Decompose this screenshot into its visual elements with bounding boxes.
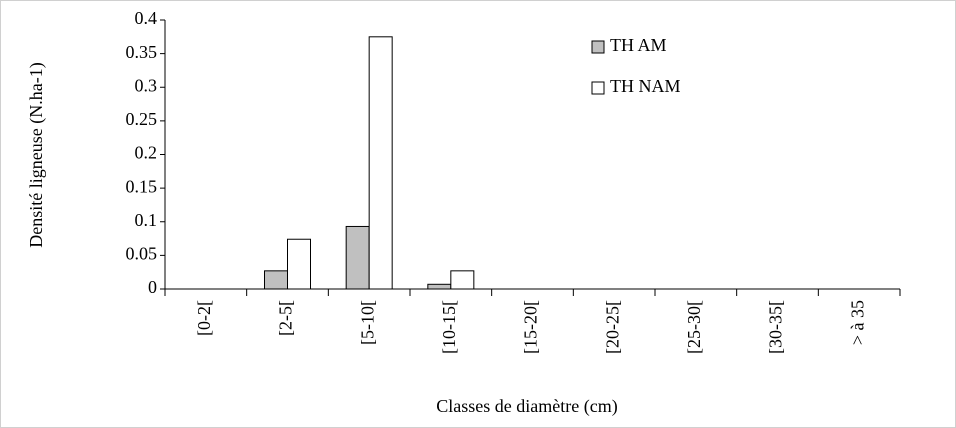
y-tick-label: 0.05 (126, 244, 158, 264)
bar (427, 283, 452, 290)
x-tick-label: [30-35[ (766, 300, 786, 354)
y-tick-label: 0.35 (126, 42, 158, 62)
y-tick-label: 0 (148, 277, 157, 297)
bar (264, 270, 288, 290)
y-tick-label: 0.2 (135, 143, 158, 163)
x-tick-label: [10-15[ (439, 300, 459, 354)
x-tick-label: [20-25[ (602, 300, 622, 354)
bar (450, 270, 475, 290)
legend-label: TH AM (610, 35, 667, 55)
bar (345, 225, 370, 290)
x-tick-label: [25-30[ (684, 300, 704, 354)
x-tick-label: [2-5[ (276, 300, 296, 336)
y-tick-label: 0.3 (135, 75, 158, 95)
bar (287, 238, 311, 290)
x-tick-label: [0-2[ (194, 300, 214, 336)
legend-label: TH NAM (610, 76, 681, 96)
y-tick-label: 0.1 (135, 210, 158, 230)
y-axis-label: Densité ligneuse (N.ha-1) (26, 62, 47, 247)
y-tick-label: 0.15 (126, 176, 158, 196)
y-tick-label: 0.4 (135, 8, 158, 28)
legend-swatch (591, 81, 605, 95)
x-tick-label: > à 35 (847, 300, 867, 345)
x-tick-label: [15-20[ (521, 300, 541, 354)
x-axis-label: Classes de diamètre (cm) (436, 396, 617, 417)
bar (368, 36, 393, 290)
x-tick-label: [5-10[ (357, 300, 377, 345)
y-tick-label: 0.25 (126, 109, 158, 129)
legend-swatch (591, 40, 605, 54)
